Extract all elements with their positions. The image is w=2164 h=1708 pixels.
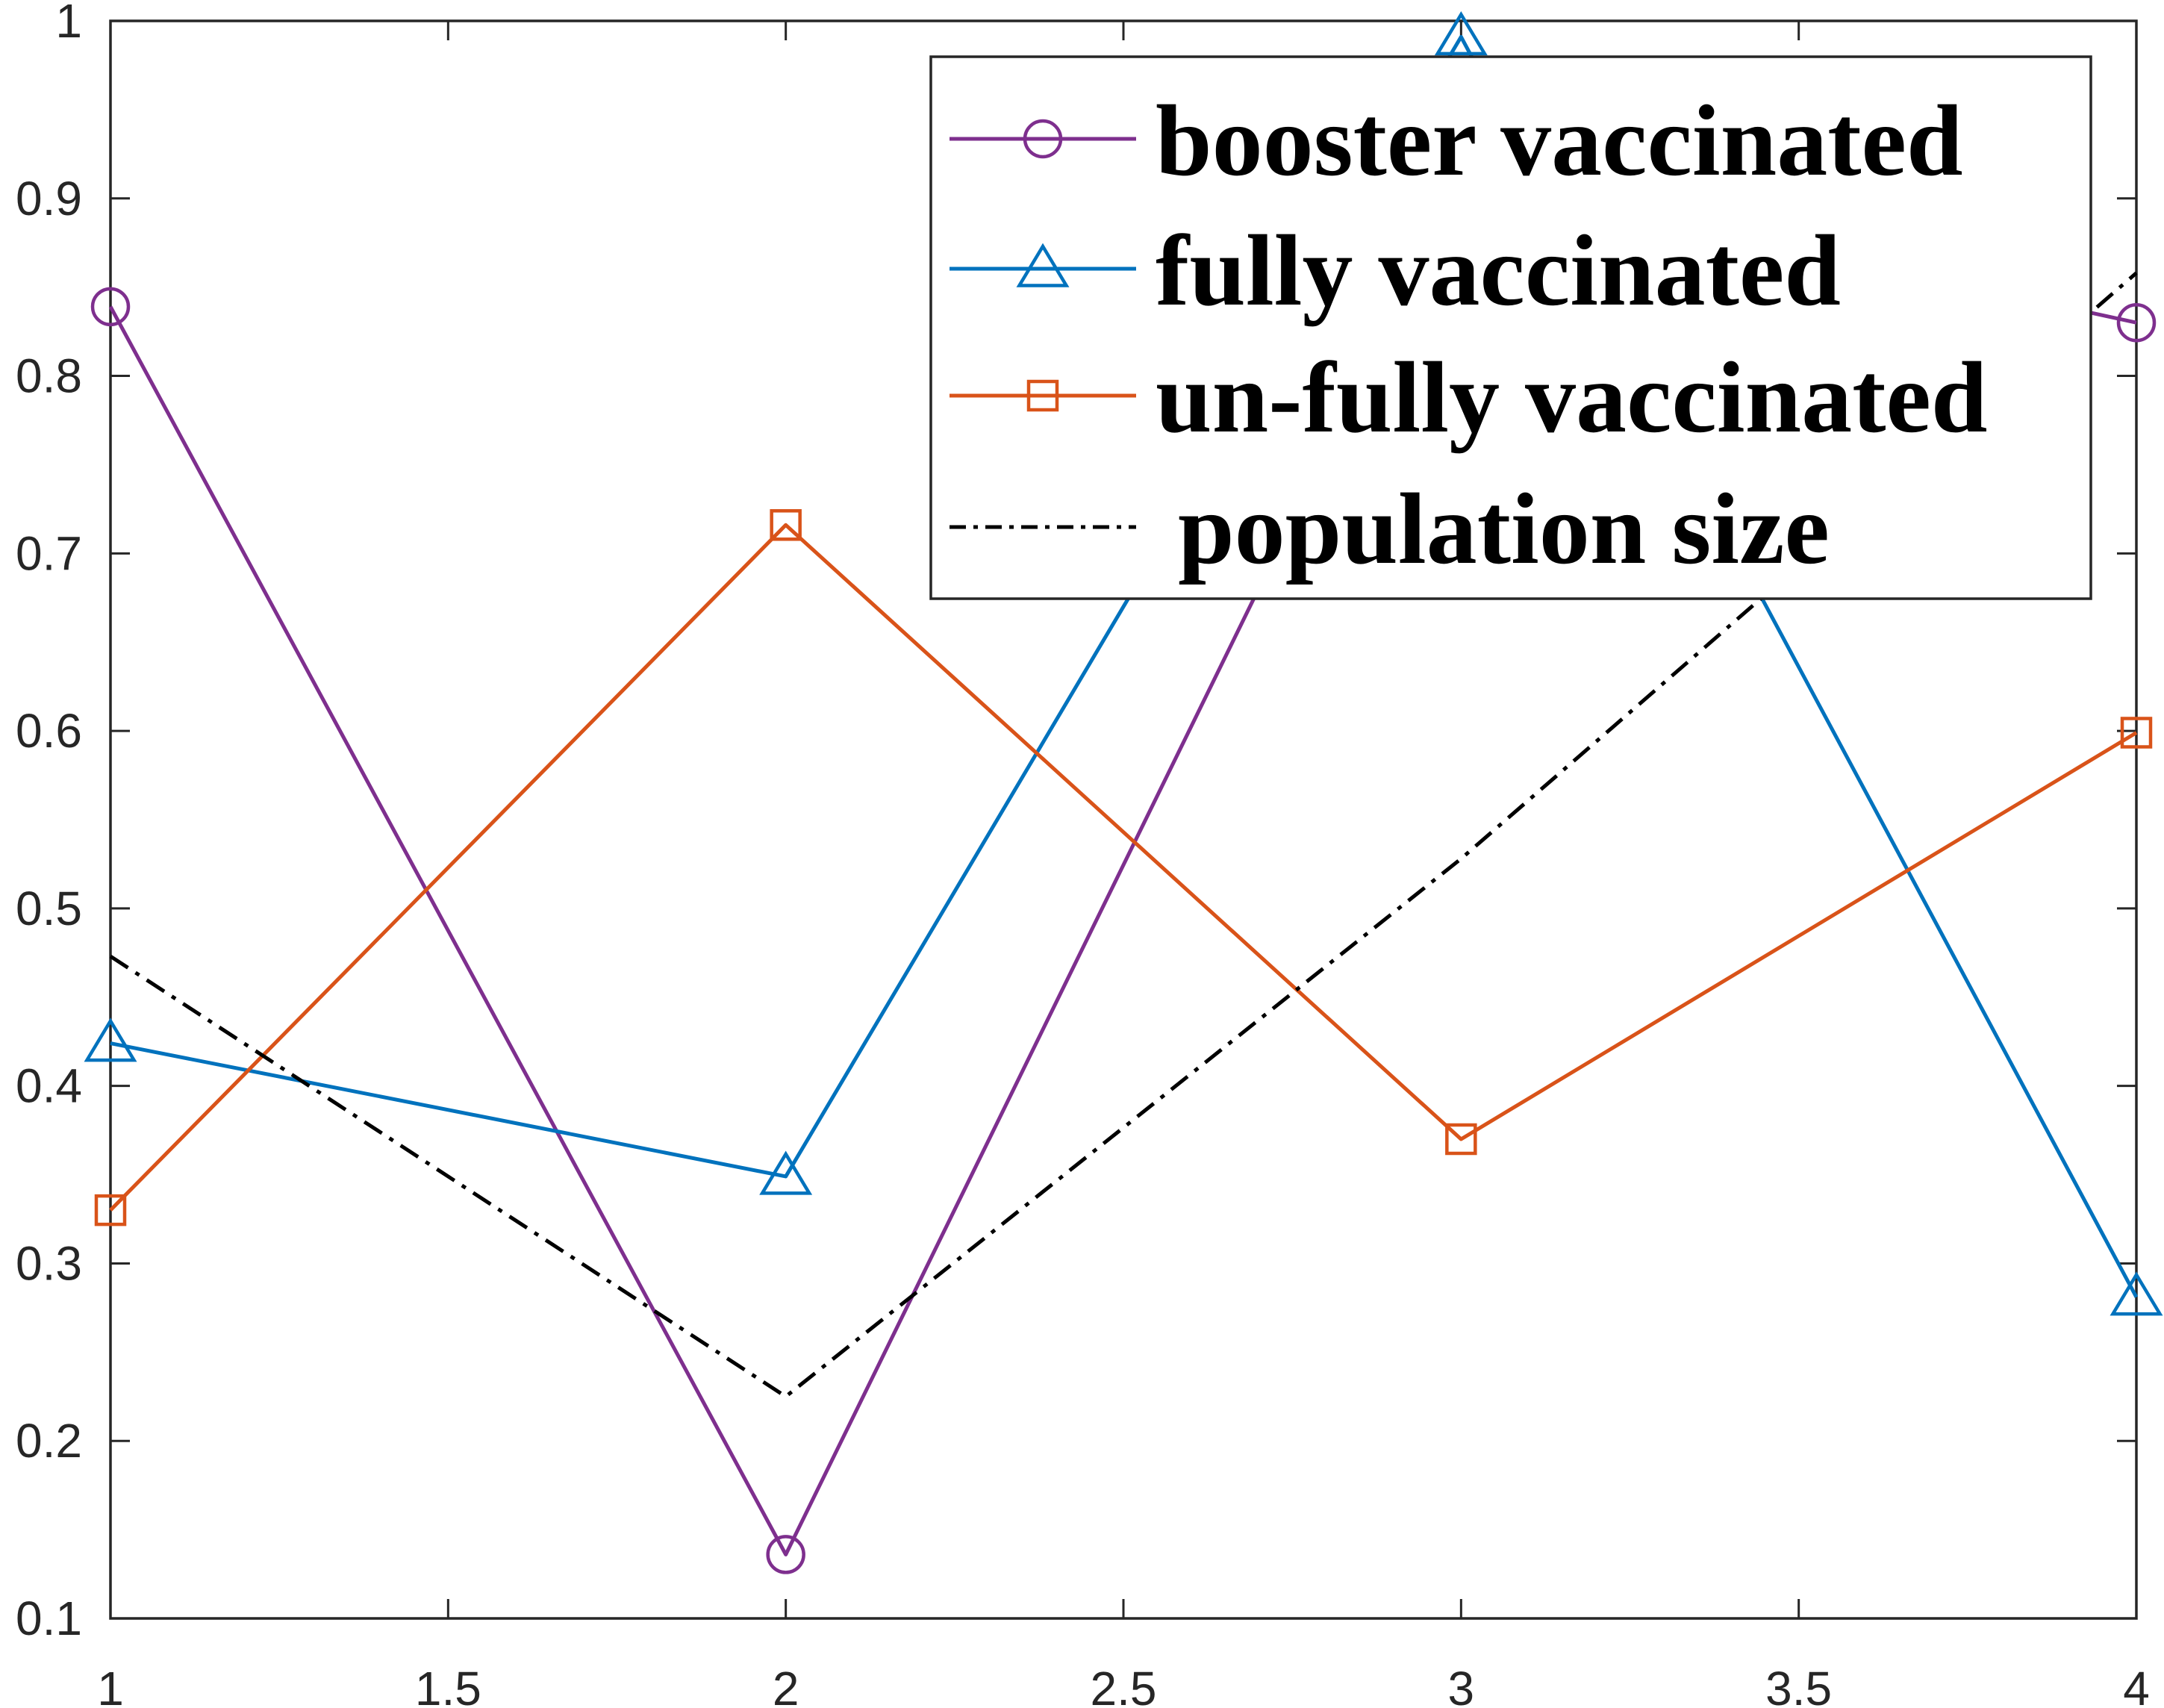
legend-marker-fully-vaccinated <box>1016 243 1070 287</box>
data-point-fully-vaccinated <box>1434 11 1488 56</box>
series-fully-vaccinated <box>84 11 2163 1316</box>
y-tick-label: 0.1 <box>16 1592 82 1645</box>
legend-marker-booster-vaccinated <box>1023 119 1063 159</box>
data-point-fully-vaccinated <box>759 1150 813 1195</box>
data-point-un-fully-vaccinated <box>1445 1123 1477 1156</box>
data-point-fully-vaccinated <box>84 1017 137 1062</box>
x-tick-label: 3.5 <box>1765 1662 1832 1708</box>
data-point-un-fully-vaccinated <box>770 509 802 541</box>
legend: booster vaccinated fully vaccinated un-ful… <box>929 55 2092 600</box>
x-tick-label: 2 <box>773 1662 799 1708</box>
series-population-size <box>109 271 2138 1399</box>
x-tick-label: 2.5 <box>1091 1662 1157 1708</box>
y-tick-label: 0.6 <box>16 704 82 758</box>
series-un-fully-vaccinated <box>94 509 2153 1227</box>
y-tick-label: 1 <box>55 0 82 48</box>
x-tick-label: 1 <box>97 1662 124 1708</box>
y-tick-label: 0.4 <box>16 1059 82 1113</box>
legend-label-population-size: population size <box>1178 473 1830 585</box>
series-line-population-size <box>109 271 2138 1399</box>
data-point-fully-vaccinated <box>2110 1271 2163 1316</box>
legend-box <box>929 55 2092 600</box>
data-point-booster-vaccinated <box>2116 302 2157 343</box>
series-line-un-fully-vaccinated <box>109 523 2138 1212</box>
legend-label-fully-vaccinated: fully vaccinated <box>1156 215 1841 327</box>
legend-marker-un-fully-vaccinated <box>1026 379 1059 412</box>
legend-label-un-fully-vaccinated: un-fully vaccinated <box>1156 342 1988 454</box>
data-point-booster-vaccinated <box>90 287 131 327</box>
x-tick-label: 3 <box>1448 1662 1475 1708</box>
y-tick-label: 0.8 <box>16 349 82 403</box>
data-point-booster-vaccinated <box>766 1535 805 1574</box>
y-tick-label: 0.9 <box>16 172 82 225</box>
series-line-fully-vaccinated <box>110 34 2139 1298</box>
data-point-un-fully-vaccinated <box>94 1194 127 1227</box>
y-tick-label: 0.3 <box>16 1236 82 1290</box>
x-tick-label: 1.5 <box>415 1662 481 1708</box>
data-point-un-fully-vaccinated <box>2120 717 2153 749</box>
y-tick-label: 0.2 <box>16 1414 82 1468</box>
y-tick-label: 0.7 <box>16 526 82 580</box>
legend-label-booster-vaccinated: booster vaccinated <box>1156 85 1963 197</box>
x-tick-label: 4 <box>2123 1662 2150 1708</box>
y-tick-label: 0.5 <box>16 882 82 935</box>
